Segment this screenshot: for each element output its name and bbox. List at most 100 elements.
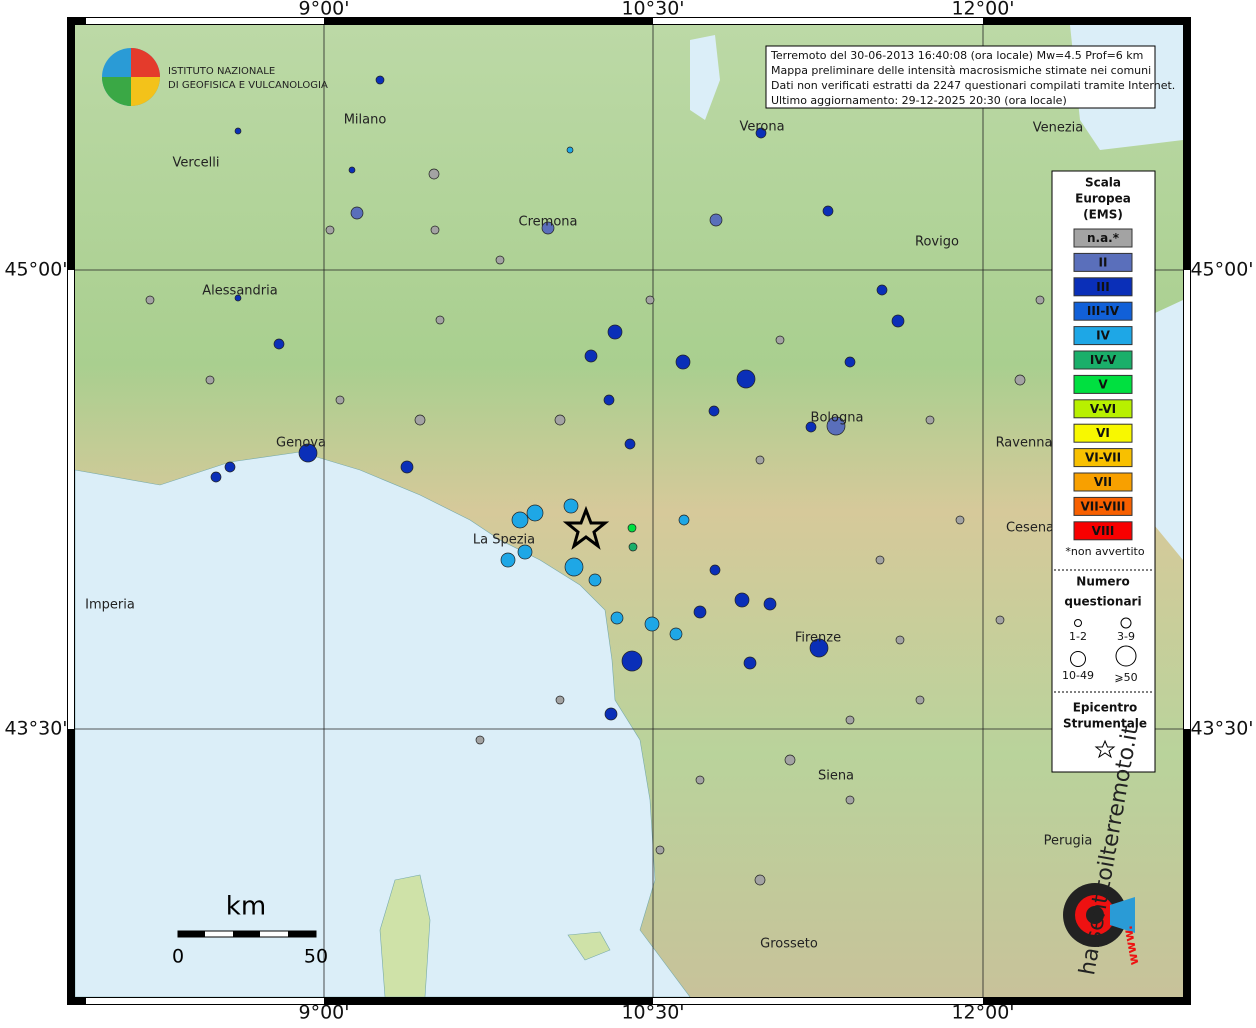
intensity-point bbox=[1014, 374, 1026, 386]
legend-epicenter-title: Strumentale bbox=[1063, 717, 1147, 731]
intensity-point bbox=[784, 754, 796, 766]
intensity-point bbox=[925, 415, 935, 425]
institute-name: ISTITUTO NAZIONALE bbox=[168, 66, 275, 77]
lat-label-left: 45°00' bbox=[4, 259, 67, 281]
intensity-point bbox=[621, 650, 643, 672]
legend-size-symbol bbox=[1120, 617, 1132, 629]
intensity-point bbox=[526, 504, 544, 522]
legend-swatch bbox=[1073, 496, 1133, 516]
intensity-point bbox=[1035, 295, 1045, 305]
intensity-point bbox=[430, 225, 440, 235]
intensity-point bbox=[335, 395, 345, 405]
intensity-point bbox=[955, 515, 965, 525]
city-label: Rovigo bbox=[915, 235, 959, 250]
intensity-point bbox=[845, 715, 855, 725]
intensity-point bbox=[500, 552, 516, 568]
legend-label: IV bbox=[1096, 329, 1110, 343]
legend-swatch bbox=[1073, 277, 1133, 297]
intensity-point bbox=[554, 414, 566, 426]
legend-swatch bbox=[1073, 374, 1133, 394]
city-label: Ravenna bbox=[996, 436, 1053, 451]
city-label: La Spezia bbox=[473, 533, 535, 548]
lat-label-right: 43°30' bbox=[1190, 718, 1253, 740]
intensity-point bbox=[709, 213, 723, 227]
city-label: Alessandria bbox=[202, 284, 277, 299]
intensity-point bbox=[475, 735, 485, 745]
intensity-point bbox=[145, 295, 155, 305]
info-line: Ultimo aggiornamento: 29-12-2025 20:30 (… bbox=[771, 94, 1067, 107]
city-label: Cremona bbox=[519, 215, 578, 230]
intensity-point bbox=[414, 414, 426, 426]
intensity-point bbox=[298, 443, 318, 463]
legend-size-symbol bbox=[1074, 619, 1082, 627]
site-logo bbox=[1110, 897, 1135, 933]
intensity-point bbox=[541, 221, 555, 235]
city-label: Grosseto bbox=[760, 937, 818, 952]
intensity-point bbox=[805, 421, 817, 433]
intensity-point bbox=[610, 611, 624, 625]
intensity-point bbox=[350, 206, 364, 220]
intensity-point bbox=[809, 638, 829, 658]
intensity-point bbox=[566, 146, 574, 154]
legend-swatch bbox=[1073, 423, 1133, 443]
city-label: Firenze bbox=[795, 631, 841, 646]
intensity-point bbox=[564, 557, 584, 577]
intensity-point bbox=[915, 695, 925, 705]
legend-title: Europea bbox=[1075, 192, 1131, 206]
intensity-point bbox=[627, 523, 637, 533]
institute-name: DI GEOFISICA E VULCANOLOGIA bbox=[168, 80, 328, 91]
frame bbox=[67, 17, 1191, 1005]
info-line: Terremoto del 30-06-2013 16:40:08 (ora l… bbox=[770, 49, 1143, 62]
intensity-point bbox=[845, 795, 855, 805]
lake bbox=[690, 35, 720, 120]
city-label: Bologna bbox=[811, 411, 864, 426]
legend-swatch bbox=[1073, 521, 1133, 541]
intensity-point bbox=[995, 615, 1005, 625]
legend-swatch bbox=[1073, 252, 1133, 272]
legend-size-title: questionari bbox=[1064, 595, 1141, 609]
intensity-point bbox=[428, 168, 440, 180]
legend-label: III-IV bbox=[1087, 304, 1120, 318]
legend-label: V bbox=[1098, 377, 1108, 391]
legend-swatch bbox=[1073, 228, 1133, 248]
scale-start: 0 bbox=[172, 946, 184, 968]
intensity-point bbox=[743, 656, 757, 670]
lon-label-top: 12°00' bbox=[951, 0, 1014, 20]
legend-swatch bbox=[1073, 326, 1133, 346]
scale-unit: km bbox=[226, 892, 266, 922]
legend-label: IV-V bbox=[1090, 353, 1117, 367]
intensity-point bbox=[645, 295, 655, 305]
intensity-point bbox=[628, 542, 638, 552]
legend-title: (EMS) bbox=[1083, 208, 1123, 222]
intensity-point bbox=[224, 461, 236, 473]
legend-footnote: *non avvertito bbox=[1065, 545, 1144, 558]
intensity-point bbox=[655, 845, 665, 855]
intensity-point bbox=[644, 616, 660, 632]
intensity-point bbox=[669, 627, 683, 641]
intensity-point bbox=[517, 544, 533, 560]
intensity-point bbox=[375, 75, 385, 85]
lon-label-bottom: 12°00' bbox=[951, 1002, 1014, 1024]
scale-bar-seg bbox=[233, 931, 260, 937]
intensity-point bbox=[563, 498, 579, 514]
legend-swatch bbox=[1073, 350, 1133, 370]
legend-swatch bbox=[1073, 472, 1133, 492]
globe-segment bbox=[102, 77, 131, 106]
legend-label: III bbox=[1096, 280, 1109, 294]
elba bbox=[567, 931, 611, 961]
scale-bar-seg bbox=[288, 931, 316, 937]
intensity-point bbox=[678, 514, 690, 526]
intensity-point bbox=[695, 775, 705, 785]
intensity-point bbox=[555, 695, 565, 705]
intensity-point bbox=[891, 314, 905, 328]
intensity-point bbox=[604, 707, 618, 721]
intensity-point bbox=[205, 375, 215, 385]
legend-size-title: Numero bbox=[1076, 575, 1129, 589]
intensity-points bbox=[145, 75, 1105, 886]
globe-segment bbox=[131, 77, 160, 106]
intensity-point bbox=[675, 354, 691, 370]
intensity-point bbox=[273, 338, 285, 350]
globe-segment bbox=[131, 48, 160, 77]
city-label: Cesena bbox=[1006, 521, 1054, 536]
